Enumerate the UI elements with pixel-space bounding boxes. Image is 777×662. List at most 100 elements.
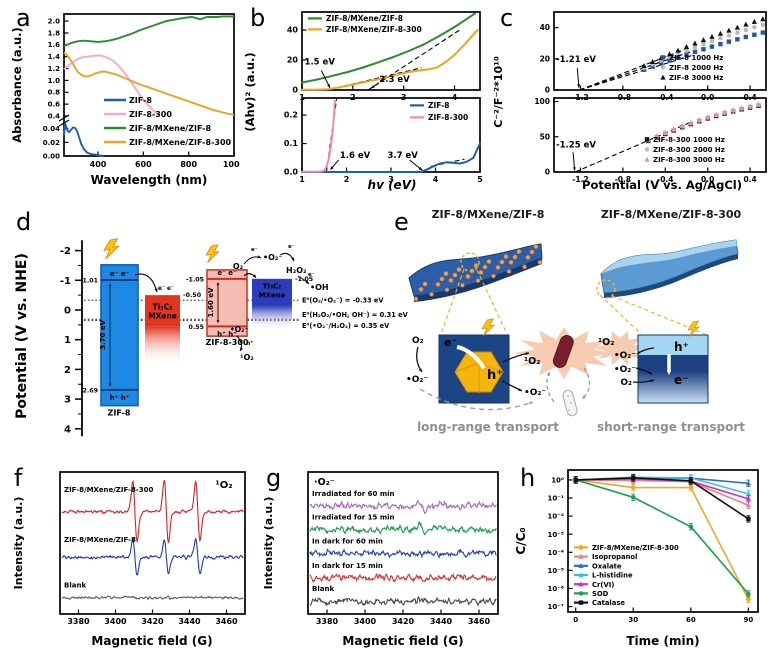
electron-label: e⁻ [674,373,688,387]
axis-frame [63,13,235,157]
marker-triangle [688,119,694,125]
y-tick-label: 0.04 [43,125,60,133]
chart-a-absorbance: 400 600 800 1000 0.4 0.6 0.8 1.0 1.2 1.4 1.6 1.8 2.0… [10,13,240,187]
trace-label: Blank [64,582,86,590]
zoom-line [476,269,508,335]
marker-circle [746,591,751,597]
marker-square [688,478,694,483]
electron-label: e⁻ [444,336,457,349]
legend-label: ZIF-8 3000 Hz [669,74,723,82]
marker-square [709,44,715,49]
marker-circle [718,36,723,41]
species-oh: •OH [310,283,329,292]
nanosheet-left [408,243,543,297]
y-tick-label: 0.6 [48,101,61,109]
series-line [574,478,750,500]
x-tick-label: 800 [180,160,197,169]
axis-frame [553,11,767,91]
marker-triangle [578,572,584,578]
redox-level-label: E⁰(O₂/•O₂⁻) = -0.33 eV [302,297,384,305]
y-tick-label: 10⁻³ [547,531,564,539]
legend-label: L-histidine [592,572,633,580]
legend-label: ZIF-8 [428,101,449,110]
species-h2o2: H₂O₂ [286,266,307,275]
y-tick-label: 20 [287,56,299,65]
legend-label: SOD [592,590,609,598]
legend-label: ZIF-8-300 3000 Hz [653,156,725,164]
y-tick-label: 10⁻⁷ [547,603,564,611]
zif8-nanoparticle [512,254,518,260]
marker-triangle [578,553,584,559]
marker-diamond [578,544,584,551]
series-line [63,122,104,157]
y-tick-label: 10⁰ [551,477,564,485]
x-axis-label: Time (min) [626,634,699,648]
marker-triangle [709,33,715,39]
x-tick-label: 3440 [178,617,201,626]
panel-letter-f: f [14,464,23,492]
y-axis-label: C⁻²/F⁻²*10¹⁰ [492,56,505,128]
marker-circle [578,591,584,596]
arrowhead [418,368,422,372]
x-tick-label: 3380 [316,617,339,626]
marker-circle [692,45,698,50]
species-singlet-oxygen: ¹O₂ [524,356,540,367]
marker-circle [743,27,749,33]
arrowhead [240,347,243,351]
arrowhead [582,395,586,399]
arrowhead [291,257,295,261]
x-tick-label: 3400 [354,617,377,626]
zif8-nanoparticle [478,269,484,275]
y-tick-label: 1.2 [48,65,61,73]
x-tick-label: 3 [388,175,394,184]
marker-triangle [649,58,656,64]
zoom-circle [596,279,616,299]
zif8-nanoparticle [516,249,522,255]
marker-square [644,137,650,142]
zif8-nanoparticle [443,271,449,277]
arrowhead [572,167,576,171]
chart-c-mott-schottky: -1.2 -0.8 -0.4 0.0 0.4 0 20 40 -1.21 eV ZIF-8 100… [492,11,767,192]
arrowhead [529,401,533,405]
y-tick-label: 0.02 [43,139,60,147]
vb-value: 0.55 [188,324,204,331]
marker-square [573,477,578,483]
marker-circle [752,25,757,30]
marker-triangle [751,18,757,24]
zif8-nanoparticle [503,254,509,260]
marker-square [743,34,749,40]
marker-triangle [755,101,762,107]
zif8-nanoparticle [525,254,531,260]
epr-trace [309,548,497,559]
marker-triangle [717,30,724,36]
marker-triangle [739,105,745,111]
y-tick-label: 0 [545,168,550,177]
zif8-band [100,264,139,407]
x-axis-label: hv (eV) [368,178,417,192]
zif8-nanoparticle [522,264,527,270]
arrowhead [546,372,550,376]
series-line [301,29,479,91]
y-tick-label: 0.2 [284,111,298,120]
x-tick-label: 30 [628,616,638,624]
inset-right-gradient-layer [638,371,708,403]
marker-square [692,49,698,55]
marker-triangle [671,126,677,132]
arrow-curve [134,273,158,293]
marker-square [631,475,636,481]
species-annotation: ·O₂⁻ [314,477,335,488]
y-tick-label: 2.0 [48,18,61,26]
y-tick-label: 4 [64,424,71,435]
electron-label: e⁻ [288,244,295,250]
x-tick-label: 1000 [223,160,240,169]
panel-letter-e: e [394,208,409,236]
epr-trace [61,536,244,576]
marker-circle [675,51,681,57]
arrowhead [577,84,581,88]
series-line [301,142,481,173]
zif8-nanoparticle [448,277,454,283]
holes-label: h⁺ h⁺ [110,394,130,402]
